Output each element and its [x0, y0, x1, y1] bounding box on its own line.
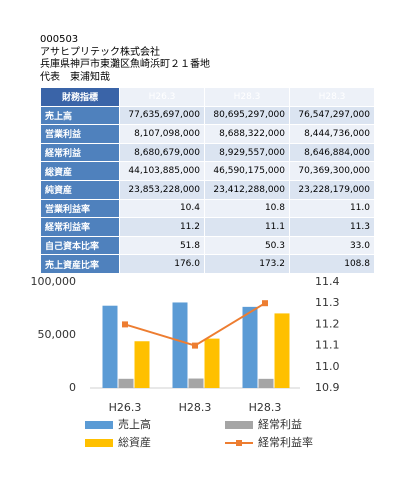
table-row: 財務指標 H26.3 H28.3 H28.3: [40, 87, 375, 107]
bar: [188, 378, 204, 388]
y-tick-label: 100,000: [31, 275, 77, 288]
table-cell: 11.0: [289, 198, 375, 219]
y2-tick-label: 11.4: [315, 275, 340, 288]
legend-swatch: [236, 440, 242, 446]
bar: [172, 302, 188, 388]
table-cell: 8,444,736,000: [289, 124, 375, 144]
company-header: 000503 アサヒプリテック株式会社 兵庫県神戸市東灘区魚崎浜町２１番地 代表…: [40, 34, 210, 84]
chart: 0 50,000 100,000 10.9 11.0 11.1 11.2 11.3 11.4 H2…: [31, 275, 340, 449]
table-cell: 売上高: [40, 105, 120, 126]
bar: [274, 313, 290, 388]
table-cell: 総資産: [40, 161, 120, 181]
table-cell: 44,103,885,000: [119, 161, 205, 181]
table-cell: 23,412,288,000: [204, 179, 290, 200]
table-cell: 70,369,300,000: [289, 161, 375, 181]
y2-tick-label: 11.1: [315, 339, 340, 352]
table-row: 経常利益 8,680,679,000 8,929,557,000 8,646,884,…: [40, 142, 375, 163]
table-cell: H28.3: [204, 87, 290, 107]
legend-label: 経常利益率: [258, 435, 313, 449]
x-tick-label: H26.3: [109, 401, 142, 414]
y-tick-label: 0: [69, 381, 76, 394]
table-cell: 33.0: [289, 235, 375, 256]
table-cell: 23,853,228,000: [119, 179, 205, 200]
table-cell: 8,680,679,000: [119, 142, 205, 163]
table-cell: 経常利益: [40, 142, 120, 163]
table-cell: 8,688,322,000: [204, 124, 290, 144]
table-row: 経常利益率 11.2 11.1 11.3: [40, 217, 375, 237]
bar: [242, 306, 258, 388]
bar: [258, 378, 274, 388]
table-row: 自己資本比率 51.8 50.3 33.0: [40, 235, 375, 256]
table-row: 売上資産比率 176.0 173.2 108.8: [40, 254, 375, 274]
bar: [204, 338, 220, 388]
table-cell: 173.2: [204, 254, 290, 274]
bar: [118, 378, 134, 388]
y2-tick-label: 11.3: [315, 296, 340, 309]
company-code: 000503: [40, 34, 79, 45]
y2-tick-label: 11.2: [315, 317, 340, 330]
legend-swatch: [85, 439, 113, 447]
table-cell: 経常利益率: [40, 217, 120, 237]
table-cell: 財務指標: [40, 87, 120, 107]
table-cell: 23,228,179,000: [289, 179, 375, 200]
table-cell: 営業利益: [40, 124, 120, 144]
table-cell: 76,547,297,000: [289, 105, 375, 126]
line-marker: [192, 342, 198, 349]
table-cell: 46,590,175,000: [204, 161, 290, 181]
legend-label: 総資産: [118, 435, 151, 449]
representative: 代表 東浦知哉: [40, 71, 110, 83]
company-address: 兵庫県神戸市東灘区魚崎浜町２１番地: [40, 59, 210, 70]
table-cell: 8,646,884,000: [289, 142, 375, 163]
table-cell: 77,635,697,000: [119, 105, 205, 126]
table-row: 売上高 77,635,697,000 80,695,297,000 76,547,29…: [40, 105, 375, 126]
table-cell: 10.8: [204, 198, 290, 219]
table-cell: 11.3: [289, 217, 375, 237]
table-cell: 8,107,098,000: [119, 124, 205, 144]
y-tick-label: 50,000: [38, 328, 77, 341]
y2-tick-label: 11.0: [315, 360, 340, 373]
legend-swatch: [225, 421, 253, 429]
table-cell: 80,695,297,000: [204, 105, 290, 126]
table-row: 総資産 44,103,885,000 46,590,175,000 70,369,30…: [40, 161, 375, 181]
bar: [102, 305, 118, 388]
legend-label: 売上高: [118, 417, 151, 431]
table-cell: 営業利益率: [40, 198, 120, 219]
table-cell: 176.0: [119, 254, 205, 274]
table-cell: 50.3: [204, 235, 290, 256]
table-cell: 10.4: [119, 198, 205, 219]
table-cell: 売上資産比率: [40, 254, 120, 274]
table-cell: 11.2: [119, 217, 205, 237]
y2-tick-label: 10.9: [315, 381, 340, 394]
table-cell: H26.3: [119, 87, 205, 107]
legend-swatch: [85, 421, 113, 429]
financial-table: 財務指標 H26.3 H28.3 H28.3 売上高 77,635,697,000 80,6…: [40, 87, 375, 274]
bar: [134, 341, 150, 388]
table-cell: H28.3: [289, 87, 375, 107]
x-tick-label: H28.3: [179, 401, 212, 414]
table-cell: 11.1: [204, 217, 290, 237]
table-cell: 8,929,557,000: [204, 142, 290, 163]
line-marker: [262, 300, 268, 307]
legend-label: 経常利益: [258, 417, 302, 431]
x-tick-label: H28.3: [249, 401, 282, 414]
table-cell: 自己資本比率: [40, 235, 120, 256]
company-name: アサヒプリテック株式会社: [40, 46, 160, 58]
table-cell: 純資産: [40, 179, 120, 200]
table-row: 営業利益 8,107,098,000 8,688,322,000 8,444,736,…: [40, 124, 375, 144]
table-cell: 108.8: [289, 254, 375, 274]
table-row: 営業利益率 10.4 10.8 11.0: [40, 198, 375, 219]
table-cell: 51.8: [119, 235, 205, 256]
table-row: 純資産 23,853,228,000 23,412,288,000 23,228,17…: [40, 179, 375, 200]
line-marker: [122, 321, 128, 328]
